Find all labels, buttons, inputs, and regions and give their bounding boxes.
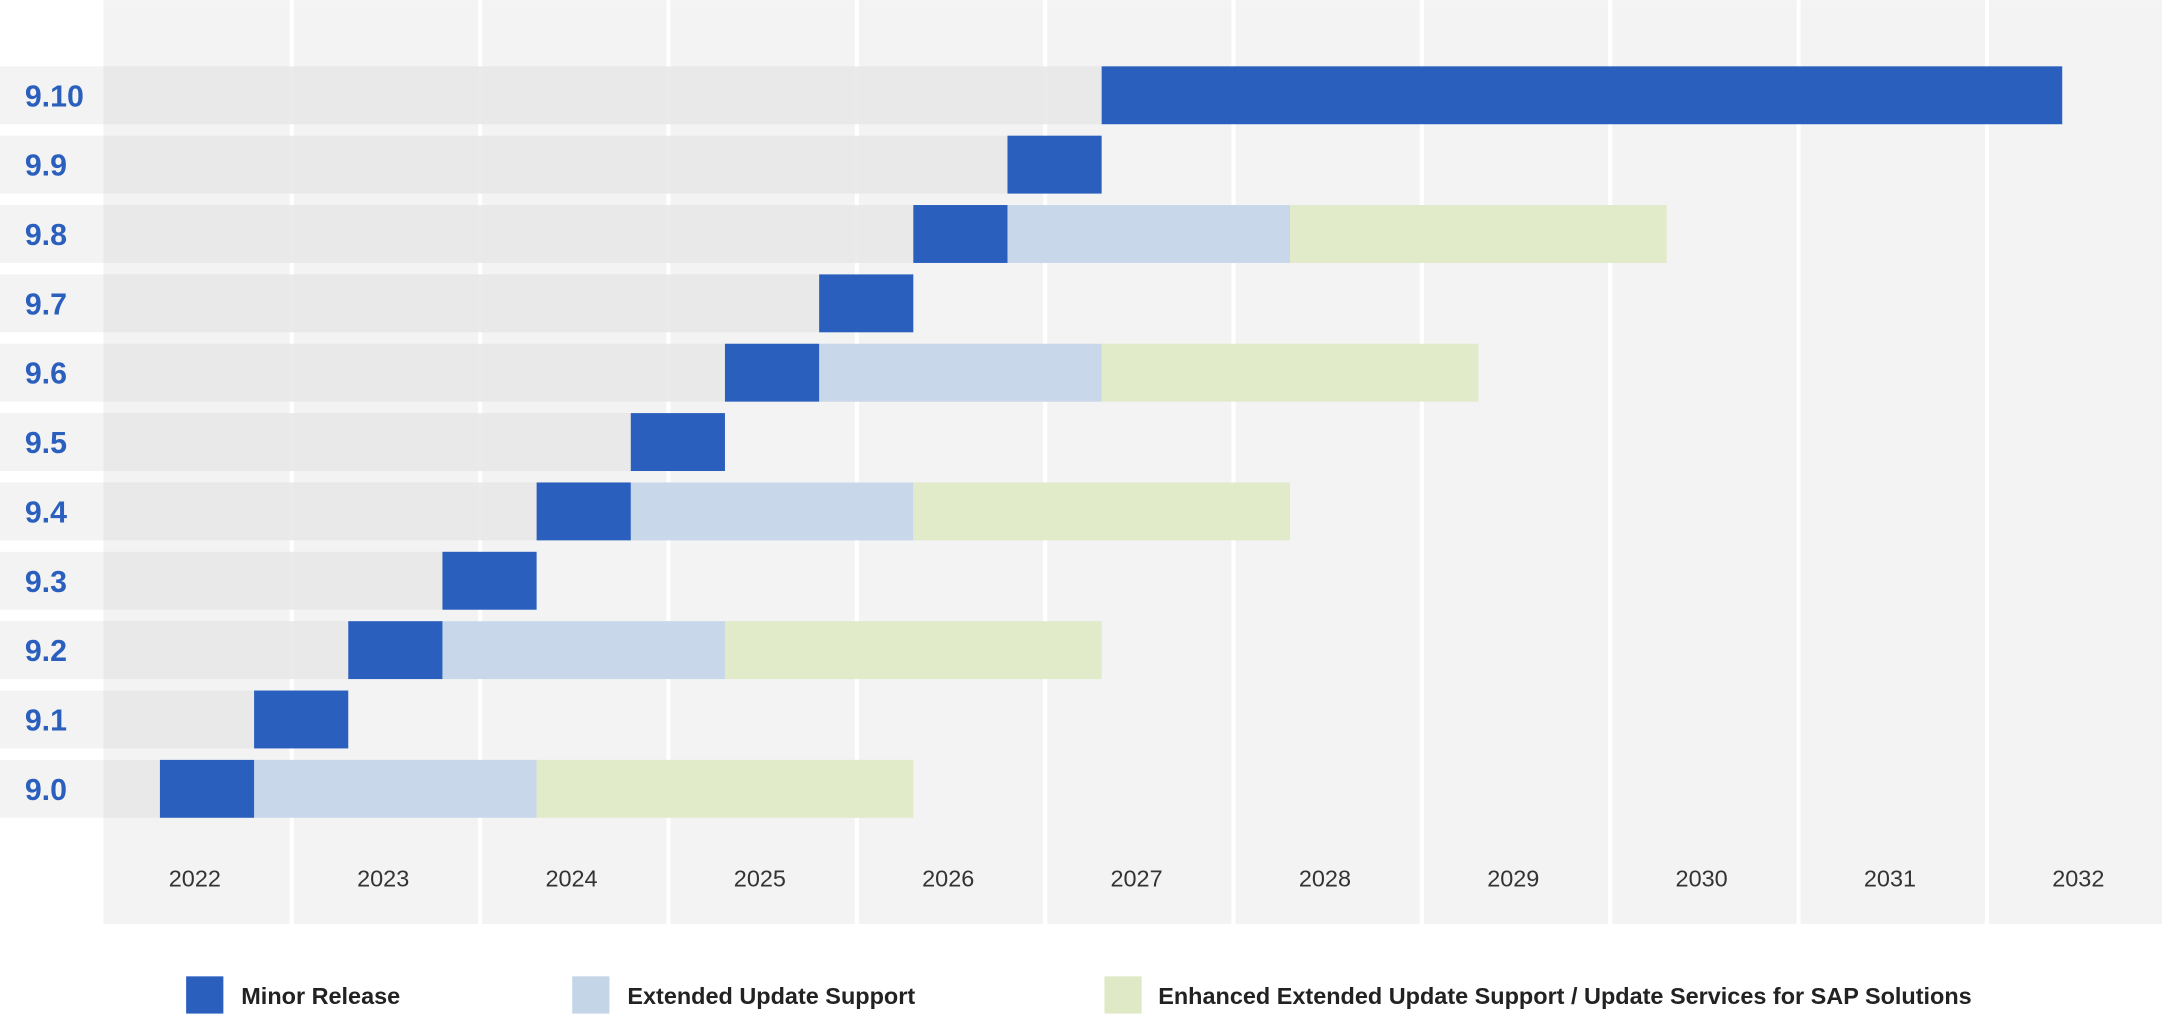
row-label-version: 9.10 bbox=[25, 80, 84, 113]
legend-swatch-minor-release bbox=[186, 976, 224, 1014]
eus-bar bbox=[442, 621, 725, 680]
eus-bar bbox=[630, 482, 914, 541]
legend-swatch-extended-update-support bbox=[572, 976, 610, 1014]
x-tick-label: 2027 bbox=[1110, 866, 1162, 892]
row-background bbox=[103, 690, 255, 749]
legend-label: Minor Release bbox=[241, 983, 400, 1009]
row-background bbox=[103, 551, 443, 610]
row-background bbox=[103, 274, 820, 333]
minor-release-bar bbox=[724, 343, 820, 402]
row-label-background bbox=[0, 551, 104, 610]
legend-label: Extended Update Support bbox=[627, 983, 915, 1009]
x-tick-label: 2022 bbox=[169, 866, 221, 892]
row-label-version: 9.8 bbox=[25, 219, 67, 252]
row-background bbox=[103, 482, 537, 541]
minor-release-bar bbox=[348, 621, 443, 680]
row-label-background bbox=[0, 413, 104, 472]
eeus-bar bbox=[913, 482, 1291, 541]
row-label-background bbox=[0, 274, 104, 333]
row-label-version: 9.2 bbox=[25, 635, 67, 668]
eus-bar bbox=[1007, 205, 1291, 263]
grid-line bbox=[854, 0, 859, 924]
grid-line bbox=[1796, 0, 1801, 924]
row-label-version: 9.3 bbox=[25, 566, 67, 599]
grid-line bbox=[1608, 0, 1613, 924]
row-label-version: 9.1 bbox=[25, 705, 67, 738]
minor-release-bar bbox=[1101, 66, 2063, 125]
eeus-bar bbox=[724, 621, 1102, 680]
minor-release-bar bbox=[442, 551, 537, 610]
eeus-bar bbox=[1101, 343, 1479, 402]
row-label-version: 9.9 bbox=[25, 150, 67, 183]
eeus-bar bbox=[1290, 205, 1667, 263]
x-tick-label: 2032 bbox=[2052, 866, 2104, 892]
grid-line bbox=[1984, 0, 1989, 924]
row-label-background bbox=[0, 343, 104, 402]
minor-release-bar bbox=[254, 690, 349, 749]
grid-line bbox=[1043, 0, 1048, 924]
eus-bar bbox=[254, 759, 537, 818]
row-label-background bbox=[0, 482, 104, 541]
x-tick-label: 2030 bbox=[1676, 866, 1728, 892]
minor-release-bar bbox=[630, 413, 725, 472]
eus-bar bbox=[819, 343, 1102, 402]
row-background bbox=[103, 343, 725, 402]
grid-line bbox=[1231, 0, 1236, 924]
row-background bbox=[103, 413, 631, 472]
row-background bbox=[103, 621, 349, 680]
minor-release-bar bbox=[159, 759, 255, 818]
legend-swatch-enhanced-extended-update-support bbox=[1104, 976, 1142, 1014]
row-label-background bbox=[0, 621, 104, 680]
legend-label: Enhanced Extended Update Support / Updat… bbox=[1158, 983, 1972, 1009]
row-background bbox=[103, 205, 914, 263]
x-tick-label: 2029 bbox=[1487, 866, 1539, 892]
minor-release-bar bbox=[819, 274, 914, 333]
x-tick-label: 2028 bbox=[1299, 866, 1351, 892]
x-tick-label: 2026 bbox=[922, 866, 974, 892]
row-label-background bbox=[0, 205, 104, 263]
row-background bbox=[103, 759, 160, 818]
row-background bbox=[103, 66, 1102, 125]
grid-line bbox=[1419, 0, 1424, 924]
row-background bbox=[103, 135, 1008, 194]
row-label-background bbox=[0, 690, 104, 749]
row-label-version: 9.4 bbox=[25, 496, 67, 529]
x-tick-label: 2024 bbox=[545, 866, 597, 892]
row-label-background bbox=[0, 135, 104, 194]
row-label-version: 9.6 bbox=[25, 358, 67, 391]
row-label-background bbox=[0, 759, 104, 818]
row-label-version: 9.5 bbox=[25, 427, 67, 460]
eeus-bar bbox=[536, 759, 914, 818]
x-tick-label: 2025 bbox=[734, 866, 786, 892]
x-tick-label: 2023 bbox=[357, 866, 409, 892]
row-label-background bbox=[0, 66, 104, 125]
row-label-version: 9.0 bbox=[25, 774, 67, 807]
row-label-version: 9.7 bbox=[25, 288, 67, 321]
minor-release-bar bbox=[536, 482, 631, 541]
minor-release-bar bbox=[1007, 135, 1102, 194]
x-tick-label: 2031 bbox=[1864, 866, 1916, 892]
minor-release-bar bbox=[913, 205, 1008, 263]
